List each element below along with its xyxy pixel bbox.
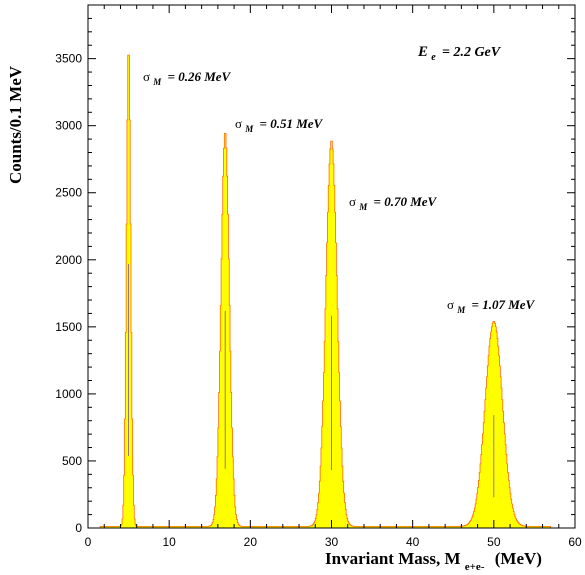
sigma-value: = 1.07 MeV xyxy=(472,297,536,312)
peak-annotation-3: σ M = 0.70 MeV xyxy=(349,194,438,213)
x-tick-label: 40 xyxy=(406,535,420,549)
sigma-symbol: σ xyxy=(349,194,356,209)
x-tick-label: 30 xyxy=(325,535,339,549)
x-tick-label: 0 xyxy=(85,535,92,549)
sigma-symbol: σ xyxy=(143,69,150,84)
histogram-outline xyxy=(88,54,575,529)
x-axis-title-subscript: e+e- xyxy=(465,561,485,573)
x-axis-title: Invariant Mass, M e+e- (MeV) xyxy=(325,549,542,574)
y-tick-label: 2500 xyxy=(55,186,82,200)
x-axis-title-unit: (MeV) xyxy=(495,549,542,568)
sigma-symbol: σ xyxy=(447,297,454,312)
beam-energy-subscript: e xyxy=(431,52,436,63)
peak-annotation-2: σ M = 0.51 MeV xyxy=(235,116,324,135)
y-tick-label: 3500 xyxy=(55,52,82,66)
sigma-symbol: σ xyxy=(235,116,242,131)
y-tick-label: 1500 xyxy=(55,320,82,334)
y-tick-label: 0 xyxy=(75,521,82,535)
y-tick-label: 2000 xyxy=(55,253,82,267)
y-axis-title: Counts/0.1 MeV xyxy=(6,65,25,184)
x-tick-label: 50 xyxy=(487,535,501,549)
sigma-value: = 0.70 MeV xyxy=(374,194,438,209)
beam-energy-symbol: E xyxy=(417,44,428,60)
peak-annotation-4: σ M = 1.07 MeV xyxy=(447,297,536,316)
x-tick-label: 10 xyxy=(162,535,176,549)
sigma-value: = 0.26 MeV xyxy=(168,69,232,84)
x-tick-label: 60 xyxy=(568,535,582,549)
y-tick-label: 500 xyxy=(62,454,82,468)
y-tick-label: 1000 xyxy=(55,387,82,401)
sigma-subscript: M xyxy=(358,202,368,212)
sigma-value: = 0.51 MeV xyxy=(260,116,324,131)
axis-ticks: 0 10 20 30 40 50 60 0 500 1000 1500 2000 2500 3000 350… xyxy=(55,4,582,549)
sigma-subscript: M xyxy=(152,77,162,87)
peak-annotation-1: σ M = 0.26 MeV xyxy=(143,69,232,88)
beam-energy-value: = 2.2 GeV xyxy=(442,45,502,60)
sigma-subscript: M xyxy=(244,124,254,134)
histogram-fill xyxy=(88,55,575,528)
x-axis-title-main: Invariant Mass, M xyxy=(325,549,461,568)
beam-energy-label: E e = 2.2 GeV xyxy=(417,44,502,63)
histogram-layer xyxy=(88,54,575,529)
y-tick-label: 3000 xyxy=(55,119,82,133)
sigma-subscript: M xyxy=(456,305,466,315)
x-tick-label: 20 xyxy=(244,535,258,549)
